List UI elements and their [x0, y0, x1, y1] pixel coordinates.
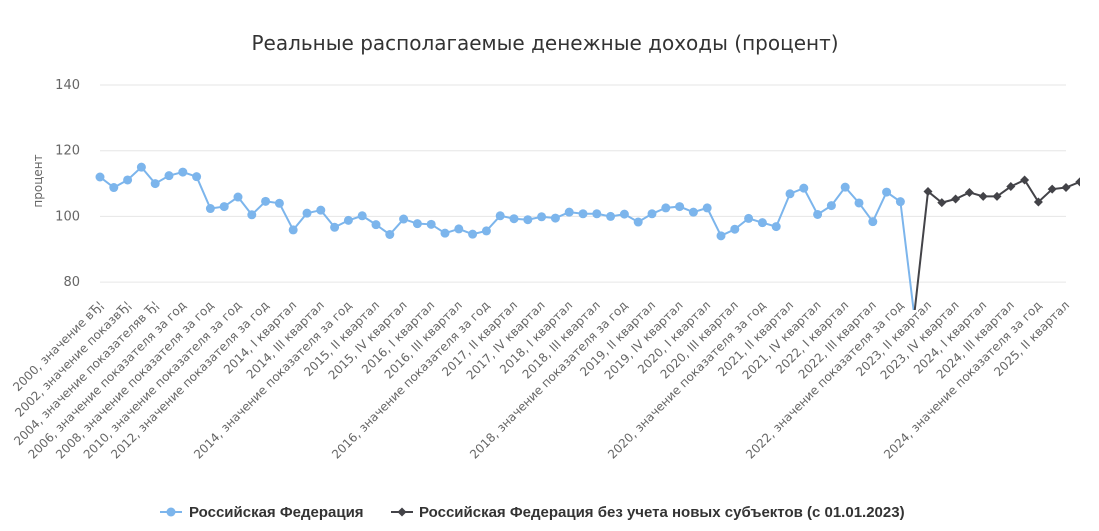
- data-point-diamond[interactable]: [937, 198, 947, 208]
- data-point-circle[interactable]: [343, 215, 353, 225]
- data-point-circle[interactable]: [771, 222, 781, 232]
- data-point-circle[interactable]: [757, 218, 767, 228]
- legend-marker-circle-icon: [166, 507, 176, 517]
- y-tick-label: 80: [63, 275, 80, 290]
- data-point-circle[interactable]: [440, 228, 450, 238]
- data-point-circle[interactable]: [647, 209, 657, 219]
- data-point-circle[interactable]: [840, 182, 850, 192]
- data-point-circle[interactable]: [550, 213, 560, 223]
- data-point-circle[interactable]: [826, 201, 836, 211]
- legend-item-rf-without-new[interactable]: Российская Федерация без учета новых суб…: [391, 504, 905, 521]
- data-point-circle[interactable]: [868, 217, 878, 227]
- data-point-circle[interactable]: [619, 209, 629, 219]
- data-point-circle[interactable]: [205, 204, 215, 214]
- data-point-circle[interactable]: [302, 208, 312, 218]
- data-point-circle[interactable]: [799, 183, 809, 193]
- data-point-circle[interactable]: [385, 230, 395, 239]
- data-point-circle[interactable]: [633, 217, 643, 227]
- data-point-circle[interactable]: [150, 179, 160, 189]
- data-point-circle[interactable]: [357, 211, 367, 221]
- y-axis-label: процент: [31, 154, 45, 207]
- y-tick-label: 120: [55, 144, 80, 159]
- data-point-circle[interactable]: [882, 187, 892, 197]
- data-point-diamond[interactable]: [1006, 182, 1016, 192]
- series-line-0: [99, 165, 915, 310]
- data-point-circle[interactable]: [675, 202, 685, 212]
- data-point-circle[interactable]: [564, 207, 574, 217]
- data-point-diamond[interactable]: [923, 186, 933, 196]
- chart-title: Реальные располагаемые денежные доходы (…: [251, 31, 838, 55]
- data-point-circle[interactable]: [288, 225, 298, 235]
- data-point-circle[interactable]: [164, 171, 174, 181]
- legend: Российская Федерация Российская Федераци…: [160, 504, 905, 521]
- data-point-circle[interactable]: [468, 229, 478, 239]
- data-point-circle[interactable]: [261, 196, 271, 206]
- data-point-circle[interactable]: [233, 192, 243, 202]
- legend-label-rf: Российская Федерация: [189, 504, 364, 521]
- data-point-circle[interactable]: [813, 209, 823, 219]
- data-point-circle[interactable]: [606, 211, 616, 221]
- data-point-circle[interactable]: [537, 212, 547, 222]
- data-point-diamond[interactable]: [1061, 183, 1071, 193]
- data-point-diamond[interactable]: [1033, 197, 1043, 207]
- data-point-circle[interactable]: [274, 198, 284, 208]
- data-point-circle[interactable]: [688, 207, 698, 217]
- data-point-circle[interactable]: [136, 162, 146, 172]
- x-axis-ticks: 2000, значение вЂ¦2002, значение показвЂ…: [10, 298, 1072, 461]
- data-point-diamond[interactable]: [978, 191, 988, 201]
- data-point-diamond[interactable]: [1075, 177, 1084, 187]
- data-point-circle[interactable]: [454, 224, 464, 234]
- data-point-diamond[interactable]: [951, 194, 961, 204]
- data-point-circle[interactable]: [509, 214, 519, 224]
- legend-marker-diamond-icon: [397, 507, 407, 517]
- data-point-circle[interactable]: [661, 203, 671, 213]
- data-point-circle[interactable]: [412, 219, 422, 229]
- data-point-circle[interactable]: [192, 172, 202, 182]
- data-point-circle[interactable]: [247, 210, 257, 220]
- data-point-diamond[interactable]: [992, 191, 1002, 201]
- y-tick-label: 140: [55, 78, 80, 93]
- data-point-circle[interactable]: [399, 214, 409, 224]
- data-point-circle[interactable]: [592, 209, 602, 219]
- data-point-circle[interactable]: [330, 222, 340, 232]
- data-point-circle[interactable]: [123, 175, 133, 185]
- data-point-circle[interactable]: [523, 215, 533, 225]
- data-point-circle[interactable]: [219, 202, 229, 212]
- data-point-circle[interactable]: [178, 167, 188, 177]
- gridlines: [100, 84, 1066, 283]
- data-point-circle[interactable]: [316, 205, 326, 215]
- data-point-circle[interactable]: [578, 209, 588, 219]
- data-point-circle[interactable]: [95, 172, 105, 182]
- data-point-circle[interactable]: [371, 220, 381, 230]
- data-point-circle[interactable]: [716, 231, 726, 241]
- data-point-circle[interactable]: [785, 189, 795, 199]
- series-layer: [95, 162, 1084, 310]
- y-tick-label: 100: [55, 209, 80, 224]
- data-point-diamond[interactable]: [964, 187, 974, 197]
- data-point-circle[interactable]: [854, 198, 864, 208]
- data-point-circle[interactable]: [895, 197, 905, 207]
- y-axis-ticks: 80 100 120 140: [55, 78, 80, 290]
- data-point-diamond[interactable]: [1020, 175, 1030, 185]
- data-point-circle[interactable]: [481, 226, 491, 236]
- data-point-circle[interactable]: [426, 219, 436, 229]
- legend-label-rf-without-new: Российская Федерация без учета новых суб…: [419, 504, 905, 521]
- data-point-circle[interactable]: [702, 203, 712, 213]
- data-point-circle[interactable]: [744, 213, 754, 223]
- data-point-circle[interactable]: [495, 211, 505, 221]
- data-point-circle[interactable]: [109, 183, 119, 193]
- legend-item-rf[interactable]: Российская Федерация: [160, 504, 364, 521]
- data-point-circle[interactable]: [730, 224, 740, 234]
- data-point-diamond[interactable]: [1047, 184, 1057, 194]
